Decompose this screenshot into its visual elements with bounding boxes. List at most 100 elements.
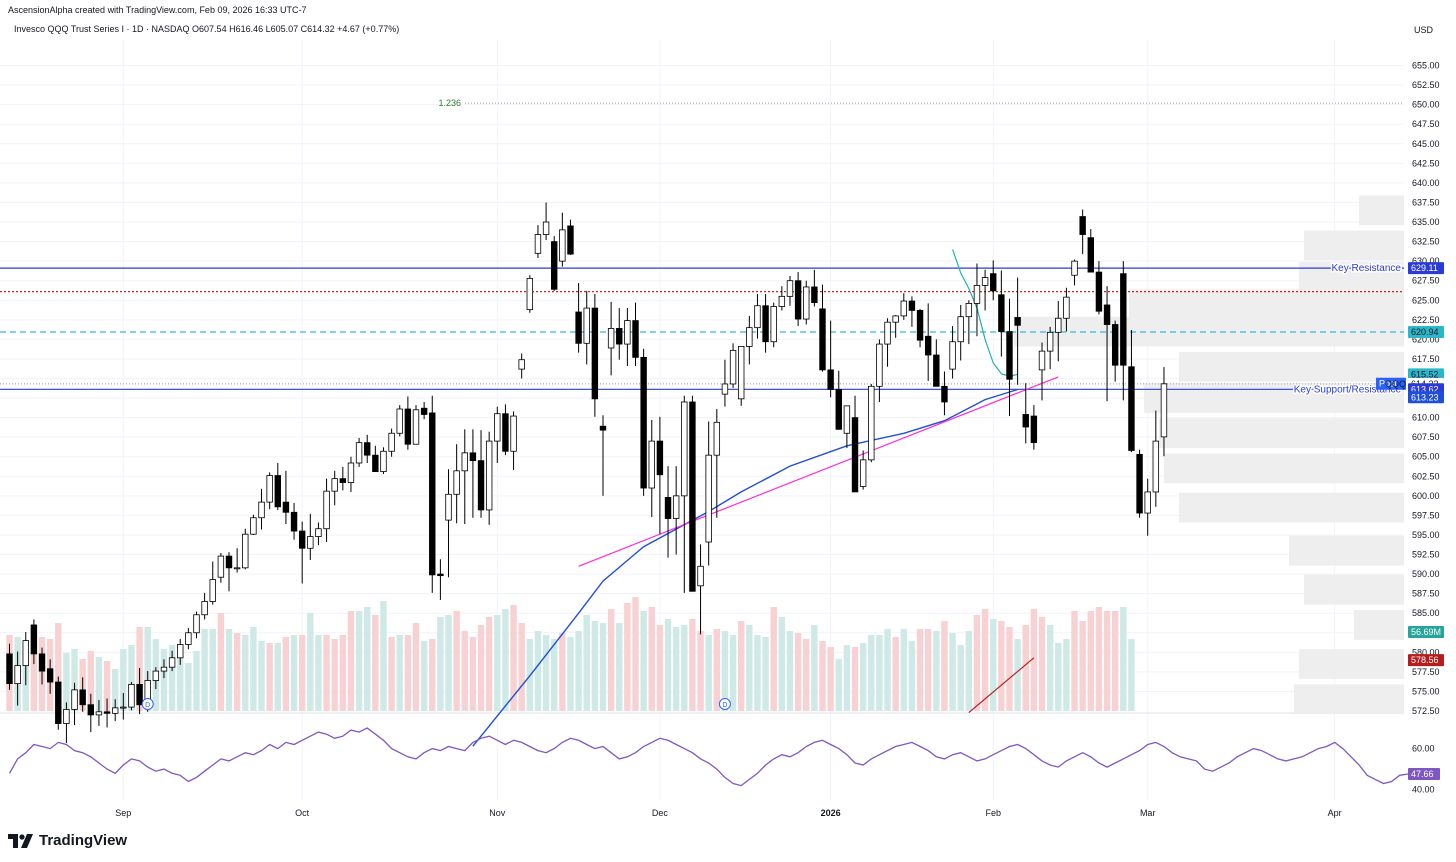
- volume-profile-row: [1359, 195, 1404, 226]
- candle-body: [916, 310, 924, 341]
- volume-bar: [1087, 611, 1094, 711]
- candle-body: [583, 307, 590, 344]
- volume-bar: [819, 641, 826, 711]
- volume-bar: [664, 619, 672, 711]
- price-tick: 617.50: [1412, 354, 1440, 364]
- volume-bar: [160, 649, 168, 711]
- price-tick: 650.00: [1412, 100, 1440, 110]
- candle-body: [542, 221, 550, 235]
- sma-line: [472, 388, 1018, 747]
- volume-bar: [1063, 639, 1070, 711]
- candle-body: [103, 711, 111, 714]
- price-tick: 652.50: [1412, 80, 1440, 90]
- volume-bar: [185, 663, 192, 711]
- volume-bar: [876, 635, 883, 711]
- price-badge-label: 613.62: [1411, 384, 1439, 394]
- candle-body: [1120, 273, 1127, 366]
- volume-bar: [794, 633, 802, 711]
- candle-body: [258, 501, 265, 519]
- price-chart[interactable]: Key Resistance Key Support/Resistance 1.23…: [0, 0, 1456, 830]
- volume-bar: [624, 603, 631, 711]
- candle-body: [298, 530, 306, 549]
- candle-body: [250, 517, 257, 535]
- candle-body: [990, 273, 997, 292]
- price-badge-label: 629.11: [1411, 263, 1438, 273]
- candle-body: [1160, 383, 1168, 438]
- volume-bar: [705, 635, 712, 711]
- volume-bar: [502, 609, 509, 711]
- candle-body: [429, 412, 436, 576]
- candle-body: [567, 225, 574, 255]
- time-tick: Apr: [1328, 808, 1342, 818]
- volume-bar: [298, 635, 306, 711]
- rsi-badge: [1408, 767, 1440, 780]
- price-tick: 595.00: [1412, 530, 1440, 540]
- candle-body: [1103, 304, 1111, 325]
- candle-body: [721, 383, 729, 395]
- candle-body: [469, 452, 477, 462]
- candle-body: [803, 286, 810, 320]
- volume-bar: [347, 611, 355, 711]
- candle-body: [591, 307, 599, 400]
- price-badge: [1408, 262, 1444, 275]
- volume-bar: [884, 629, 891, 711]
- volume-bar: [567, 637, 574, 711]
- volume-bar: [551, 639, 558, 711]
- volume-bar: [193, 651, 200, 711]
- price-tick: 655.00: [1412, 61, 1440, 71]
- volume-bar: [1111, 611, 1119, 711]
- volume-bar: [949, 633, 956, 711]
- volume-bar: [762, 637, 769, 711]
- volume-bar: [274, 643, 281, 711]
- volume-bar: [835, 659, 842, 711]
- volume-bar: [746, 625, 753, 711]
- volume-bar: [916, 629, 924, 711]
- candle-body: [1014, 317, 1021, 326]
- candle-body: [859, 459, 867, 487]
- volume-bar: [120, 649, 127, 711]
- candle-body: [924, 335, 932, 356]
- candle-body: [420, 407, 428, 415]
- price-badge-prefix: Post: [1379, 379, 1398, 389]
- volume-bar: [128, 645, 135, 711]
- volume-bar: [1014, 639, 1021, 711]
- candle-body: [412, 409, 420, 445]
- volume-bar: [1120, 607, 1127, 711]
- price-badge: [1408, 326, 1444, 339]
- candle-body: [331, 478, 338, 492]
- volume-bar: [1030, 609, 1038, 711]
- candle-body: [1087, 237, 1094, 273]
- candle-body: [884, 321, 891, 345]
- candle-body: [965, 302, 973, 318]
- candle-body: [63, 709, 70, 724]
- candle-body: [664, 497, 672, 519]
- price-badge: [1408, 368, 1444, 381]
- price-tick: 592.50: [1412, 550, 1440, 560]
- volume-bar: [217, 613, 225, 711]
- candle-body: [762, 305, 769, 343]
- volume-bar: [242, 635, 249, 711]
- candle-body: [1136, 453, 1143, 514]
- candle-body: [445, 493, 452, 521]
- volume-bar: [445, 615, 452, 711]
- candle-body: [177, 644, 184, 659]
- volume-bar: [518, 623, 525, 711]
- candles: [6, 202, 1168, 744]
- volume-bar: [201, 629, 208, 711]
- volume-bar: [721, 631, 729, 711]
- candle-body: [941, 385, 948, 403]
- candle-body: [388, 432, 395, 452]
- volume-bar: [95, 657, 103, 711]
- candle-body: [307, 536, 314, 549]
- price-badge-prefix-bg: [1376, 377, 1406, 390]
- candle-body: [290, 511, 298, 532]
- volume-bar: [990, 619, 997, 711]
- candle-body: [770, 306, 777, 343]
- candle-body: [1046, 331, 1054, 352]
- candle-body: [697, 565, 704, 587]
- volume-bar: [364, 607, 371, 711]
- candle-body: [347, 462, 355, 483]
- volume-bar: [640, 611, 647, 711]
- volume-bar: [534, 631, 542, 711]
